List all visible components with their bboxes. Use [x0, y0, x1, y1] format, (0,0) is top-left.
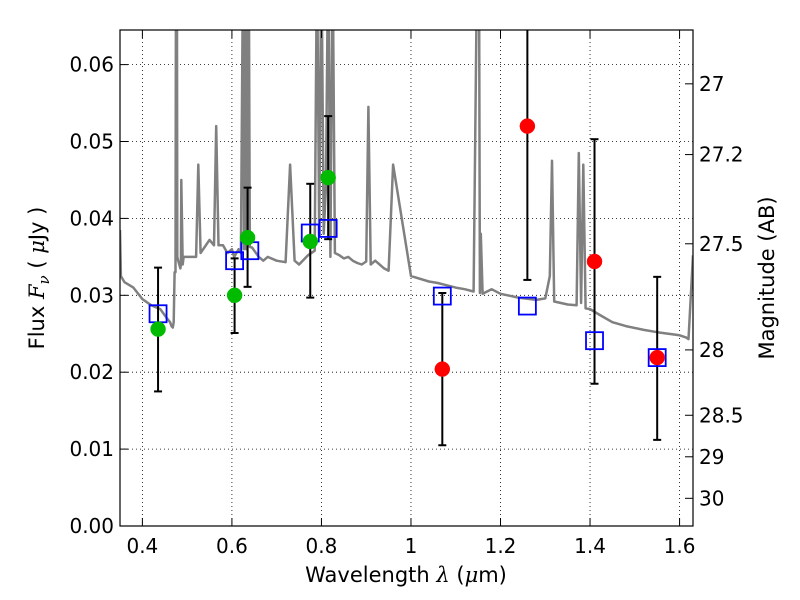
y-axis-ticks: 0.00 0.01 0.02 0.03 0.04 0.05 0.06 [69, 53, 128, 538]
y-tick-label: 0.02 [69, 360, 114, 384]
plot-frame [119, 29, 694, 527]
x-tick-label: 1 [405, 534, 418, 558]
observed-flux-point [150, 321, 166, 337]
y-tick-label: 0.04 [69, 206, 114, 230]
model-band-markers [148, 218, 667, 367]
observed-flux-point [226, 287, 243, 304]
y-tick-label: 0.06 [69, 53, 114, 77]
y-axis-label-left: Flux Fν ( μJy ) [25, 207, 53, 350]
y-tick-label: 0.05 [69, 130, 114, 154]
x-tick-label: 1.4 [574, 534, 606, 558]
x-tick-label: 0.4 [126, 534, 158, 558]
model-band-square [517, 296, 537, 316]
y-axis-label-right: Magnitude (AB) [755, 196, 779, 359]
right-tick-label: 29 [699, 445, 724, 469]
right-tick-label: 27.5 [699, 232, 744, 256]
y-tick-label: 0.03 [69, 283, 114, 307]
y-tick-label: 0.00 [69, 514, 114, 538]
observed-flux-point [320, 169, 336, 186]
model-band-square [318, 218, 338, 238]
observed-flux-point [649, 349, 665, 366]
grid-lines [120, 30, 693, 527]
x-tick-label: 1.6 [664, 534, 696, 558]
x-axis-label: Wavelength λ (μm) [305, 563, 507, 587]
right-tick-label: 28.5 [699, 403, 744, 427]
plot-area [120, 30, 693, 447]
observed-flux-markers [150, 118, 665, 377]
model-band-square [585, 331, 604, 351]
observed-flux-point [302, 233, 319, 250]
observed-flux-point [586, 253, 603, 270]
right-tick-label: 30 [699, 486, 724, 510]
model-spectrum-line [120, 30, 693, 341]
model-band-square [225, 251, 245, 271]
right-tick-label: 27 [699, 72, 724, 96]
right-tick-label: 28 [699, 338, 724, 362]
right-tick-label: 27.2 [699, 143, 744, 167]
observed-flux-point [239, 229, 256, 246]
x-tick-label: 0.8 [306, 534, 338, 558]
observed-flux-point [519, 118, 536, 134]
y-tick-label: 0.01 [69, 437, 114, 461]
right-axis-ticks: 27 27.2 27.5 28 28.5 29 30 [685, 72, 744, 510]
model-band-square [647, 348, 667, 367]
model-band-square [432, 286, 452, 306]
x-tick-label: 1.2 [485, 534, 517, 558]
x-tick-label: 0.6 [216, 534, 248, 558]
x-axis-ticks: 0.4 0.6 0.8 1 1.2 1.4 1.6 [126, 30, 695, 558]
observed-flux-point [434, 361, 451, 377]
